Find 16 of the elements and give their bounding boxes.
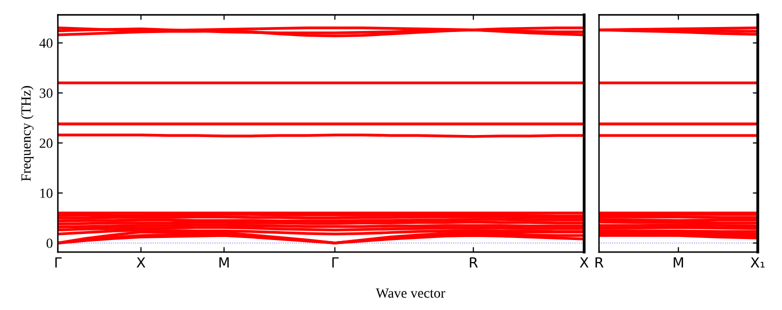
x-tick-label: Γ [332,257,339,268]
x-tick-label: X₁ [750,257,765,268]
x-tick-label: Γ [55,257,62,268]
x-tick-label: X [580,257,588,268]
x-tick-label: M [674,257,684,268]
x-axis-title: Wave vector [376,288,446,298]
x-tick-label: M [219,257,229,268]
x-tick-label: R [596,257,604,268]
y-axis-title: Frequency (THz) [20,86,34,182]
y-tick-label: 10 [40,188,52,198]
y-tick-label: 30 [40,88,52,98]
y-tick-label: 40 [39,38,52,48]
y-tick-label: 0 [46,238,52,248]
y-tick-label: 20 [40,138,52,148]
x-tick-label: X [136,257,146,268]
x-tick-label: R [470,257,478,268]
